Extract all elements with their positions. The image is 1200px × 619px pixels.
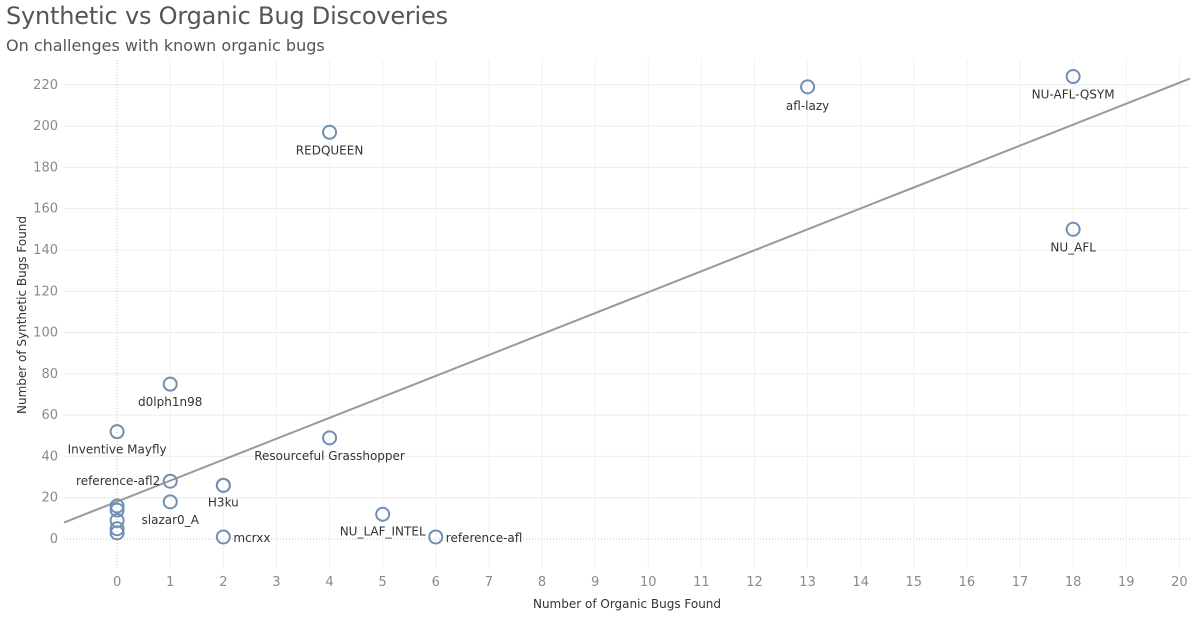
- x-tick-label: 19: [1118, 575, 1135, 590]
- data-point: [162, 473, 178, 489]
- x-tick-label: 15: [906, 575, 923, 590]
- x-tick-label: 5: [379, 575, 387, 590]
- chart-title: Synthetic vs Organic Bug Discoveries: [6, 2, 448, 30]
- data-point: [162, 494, 178, 510]
- point-label: H3ku: [208, 495, 239, 509]
- point-label: NU_AFL: [1050, 240, 1096, 254]
- data-point: [162, 376, 178, 392]
- x-tick-label: 10: [640, 575, 657, 590]
- point-label: Resourceful Grasshopper: [254, 449, 405, 463]
- x-tick-label: 8: [538, 575, 546, 590]
- point-label: mcrxx: [233, 531, 270, 545]
- point-label: REDQUEEN: [296, 143, 364, 157]
- x-tick-label: 2: [219, 575, 227, 590]
- point-label: reference-afl2: [76, 474, 160, 488]
- data-point: [109, 502, 125, 518]
- data-point: [109, 424, 125, 440]
- y-axis-title: Number of Synthetic Bugs Found: [15, 216, 29, 414]
- grid-layer: [64, 60, 1190, 570]
- x-tick-label: 11: [693, 575, 710, 590]
- data-point: [375, 506, 391, 522]
- point-label: slazar0_A: [142, 513, 200, 527]
- x-tick-label: 0: [113, 575, 121, 590]
- points-layer: [109, 69, 1081, 545]
- x-tick-label: 16: [959, 575, 976, 590]
- x-tick-label: 7: [485, 575, 493, 590]
- data-point: [428, 529, 444, 545]
- y-tick-label: 220: [33, 78, 58, 93]
- point-label: NU-AFL-QSYM: [1032, 88, 1115, 102]
- x-tick-label: 9: [591, 575, 599, 590]
- labels-layer: NU-AFL-QSYM afl-lazy REDQUEEN NU_AFL d0lph1n…: [68, 88, 1115, 545]
- point-label: d0lph1n98: [138, 395, 202, 409]
- y-tick-label: 40: [41, 449, 58, 464]
- point-label: reference-afl: [446, 531, 523, 545]
- y-tick-label: 160: [33, 202, 58, 217]
- x-tick-label: 4: [325, 575, 333, 590]
- y-tick-label: 60: [41, 408, 58, 423]
- data-point: [322, 430, 338, 446]
- y-tick-label: 200: [33, 119, 58, 134]
- data-point: [109, 498, 125, 514]
- data-point: [215, 477, 231, 493]
- x-tick-label: 14: [852, 575, 869, 590]
- y-tick-label: 120: [33, 284, 58, 299]
- x-tick-label: 1: [166, 575, 174, 590]
- data-point: [322, 124, 338, 140]
- x-tick-label: 6: [432, 575, 440, 590]
- point-label: Inventive Mayfly: [68, 443, 167, 457]
- data-point: [1065, 69, 1081, 85]
- y-tick-label: 140: [33, 243, 58, 258]
- data-point: [1065, 221, 1081, 237]
- trend-line: [63, 77, 1191, 524]
- x-axis-title: Number of Organic Bugs Found: [533, 597, 721, 611]
- y-tick-label: 20: [41, 491, 58, 506]
- x-tick-label: 20: [1171, 575, 1188, 590]
- data-point: [109, 521, 125, 537]
- x-tick-label: 17: [1012, 575, 1029, 590]
- y-tick-label: 180: [33, 160, 58, 175]
- chart-subtitle: On challenges with known organic bugs: [6, 36, 325, 55]
- x-tick-label: 18: [1065, 575, 1082, 590]
- trend-layer: [63, 77, 1191, 524]
- x-tick-label: 3: [272, 575, 280, 590]
- point-label: NU_LAF_INTEL: [340, 524, 426, 538]
- x-tick-label: 13: [799, 575, 816, 590]
- y-tick-label: 80: [41, 367, 58, 382]
- data-point: [109, 525, 125, 541]
- x-tick-label: 12: [746, 575, 763, 590]
- point-label: afl-lazy: [786, 99, 829, 113]
- data-point: [215, 529, 231, 545]
- y-tick-label: 0: [50, 532, 58, 547]
- y-tick-label: 100: [33, 326, 58, 341]
- data-point: [800, 79, 816, 95]
